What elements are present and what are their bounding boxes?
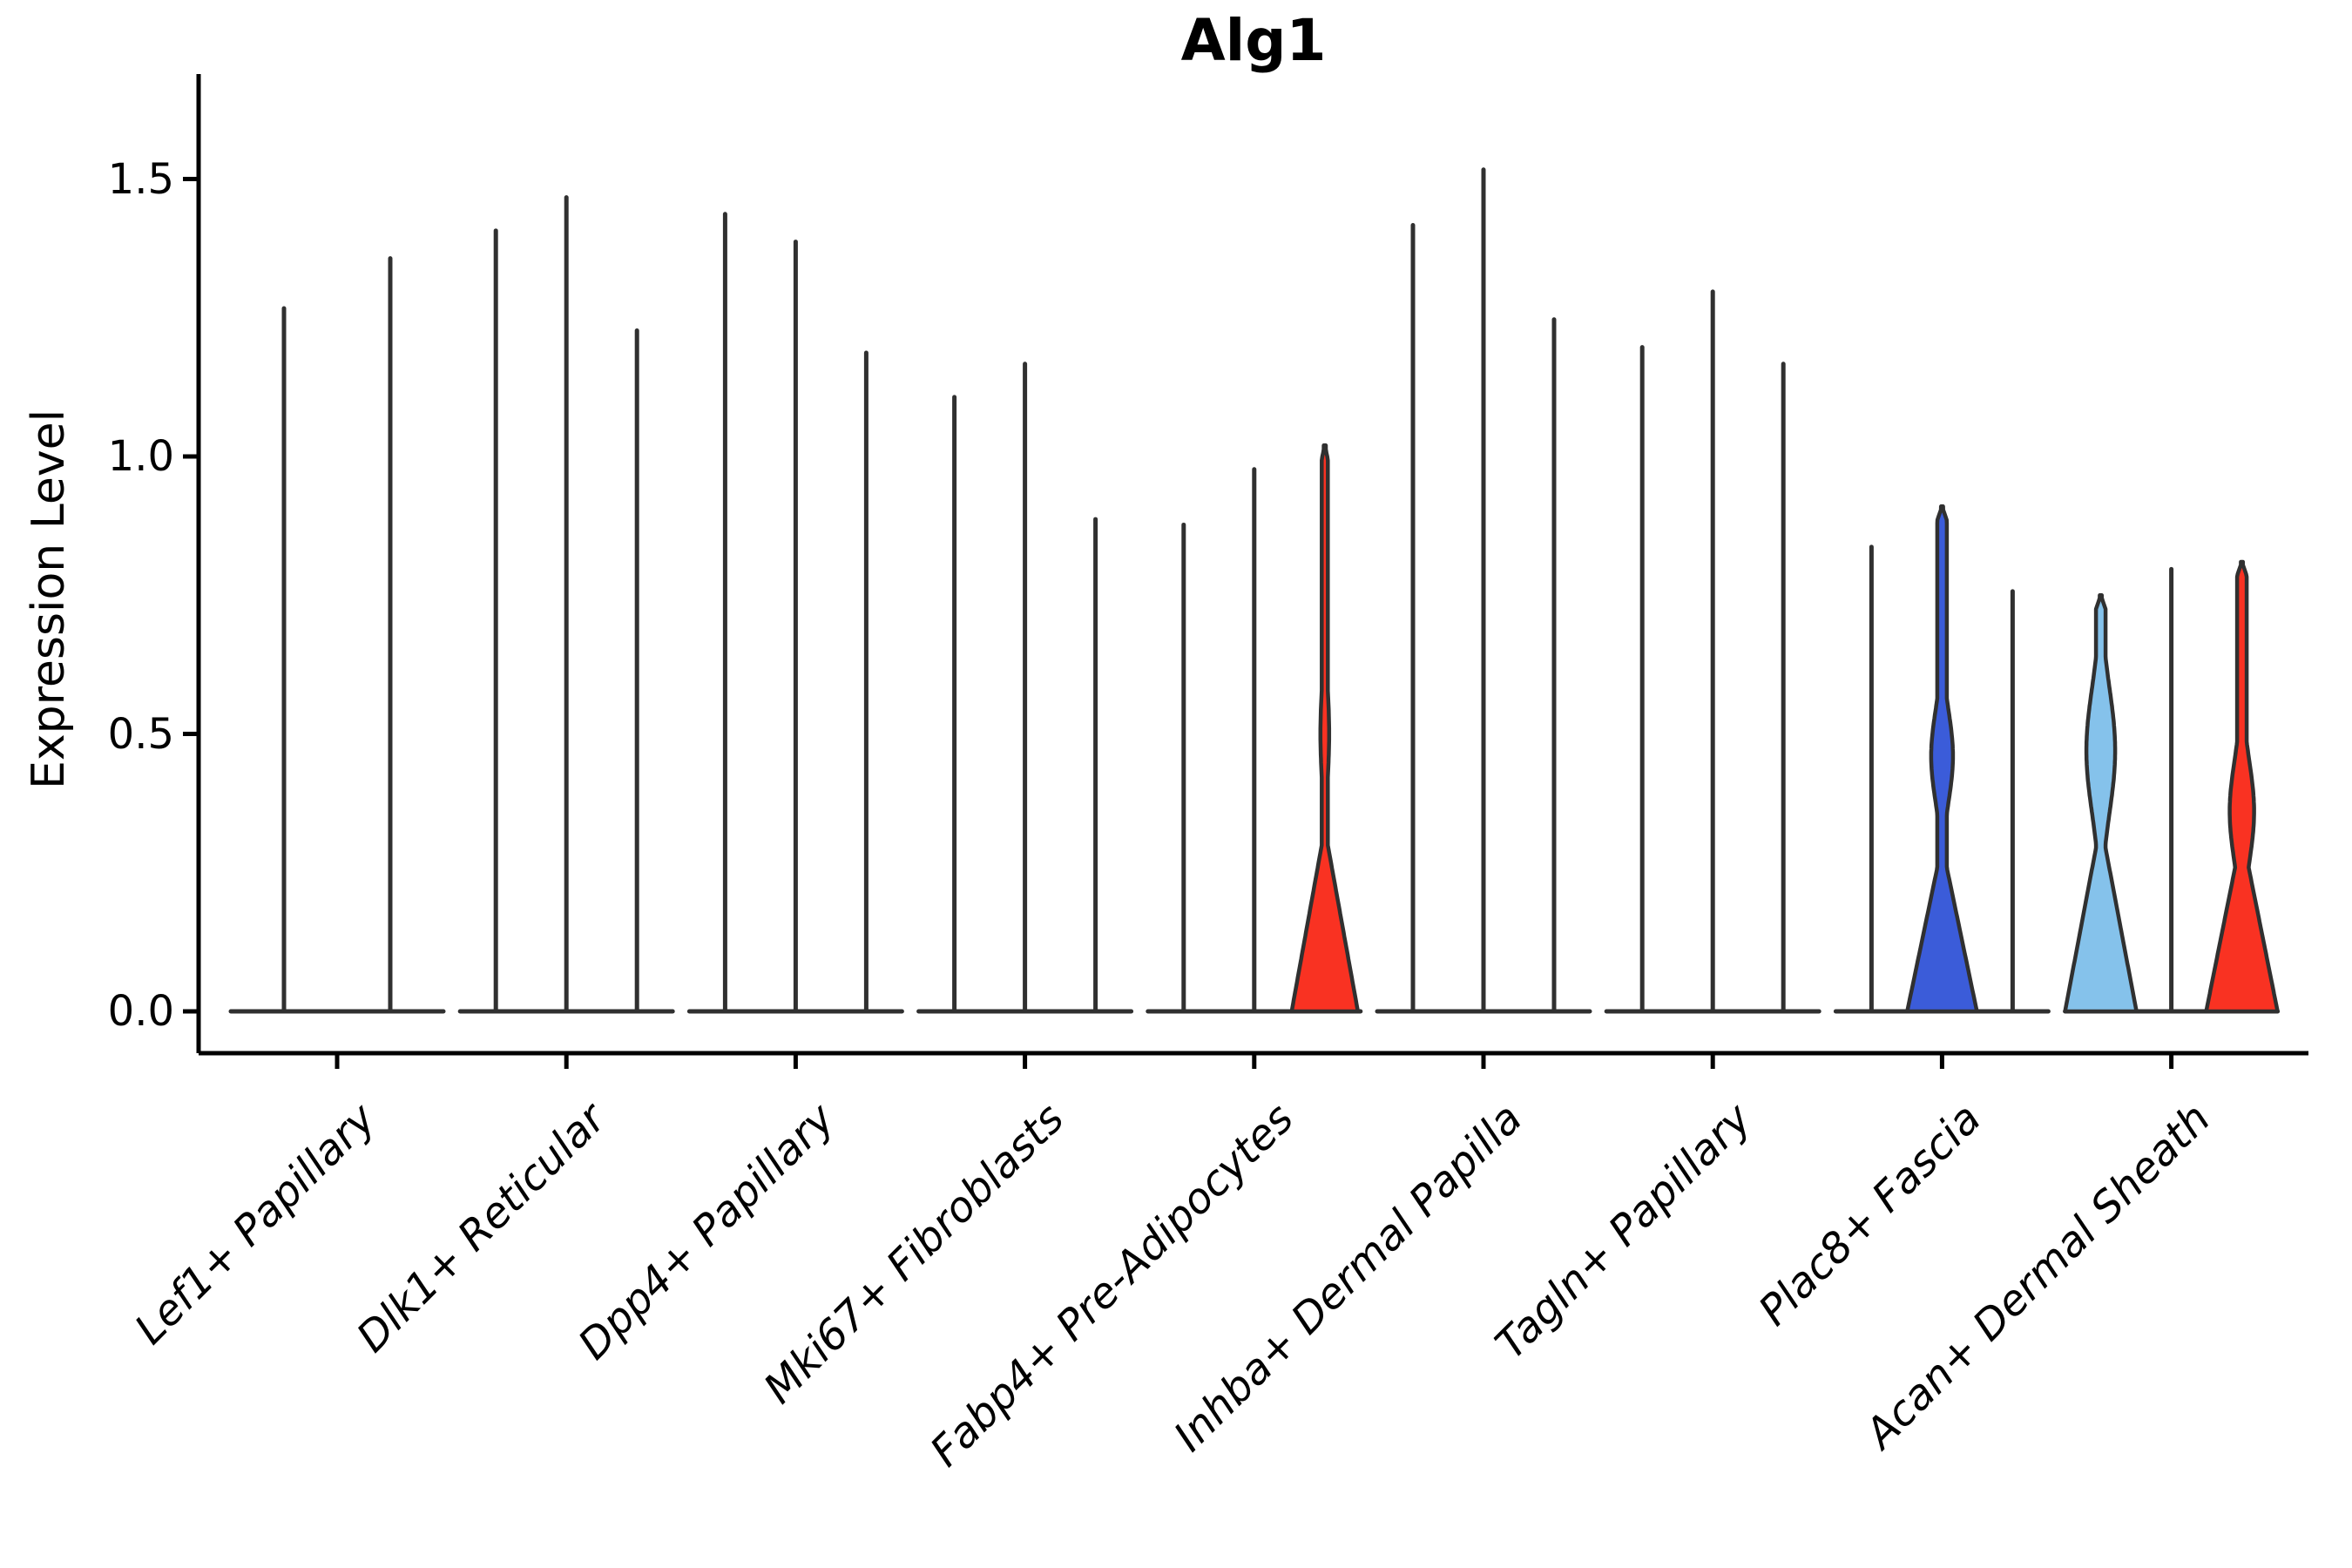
violin-filled-red xyxy=(2204,559,2280,1014)
violin-filled-lightblue xyxy=(2063,593,2139,1014)
y-tick-label: 1.0 xyxy=(107,432,174,481)
y-tick-label: 0.0 xyxy=(107,987,174,1036)
y-tick-label: 1.5 xyxy=(107,154,174,204)
violin-filled-red xyxy=(1289,443,1361,1014)
violin-filled-blue xyxy=(1905,504,1979,1014)
chart-title: Alg1 xyxy=(1180,7,1327,74)
y-tick-label: 0.5 xyxy=(107,709,174,759)
